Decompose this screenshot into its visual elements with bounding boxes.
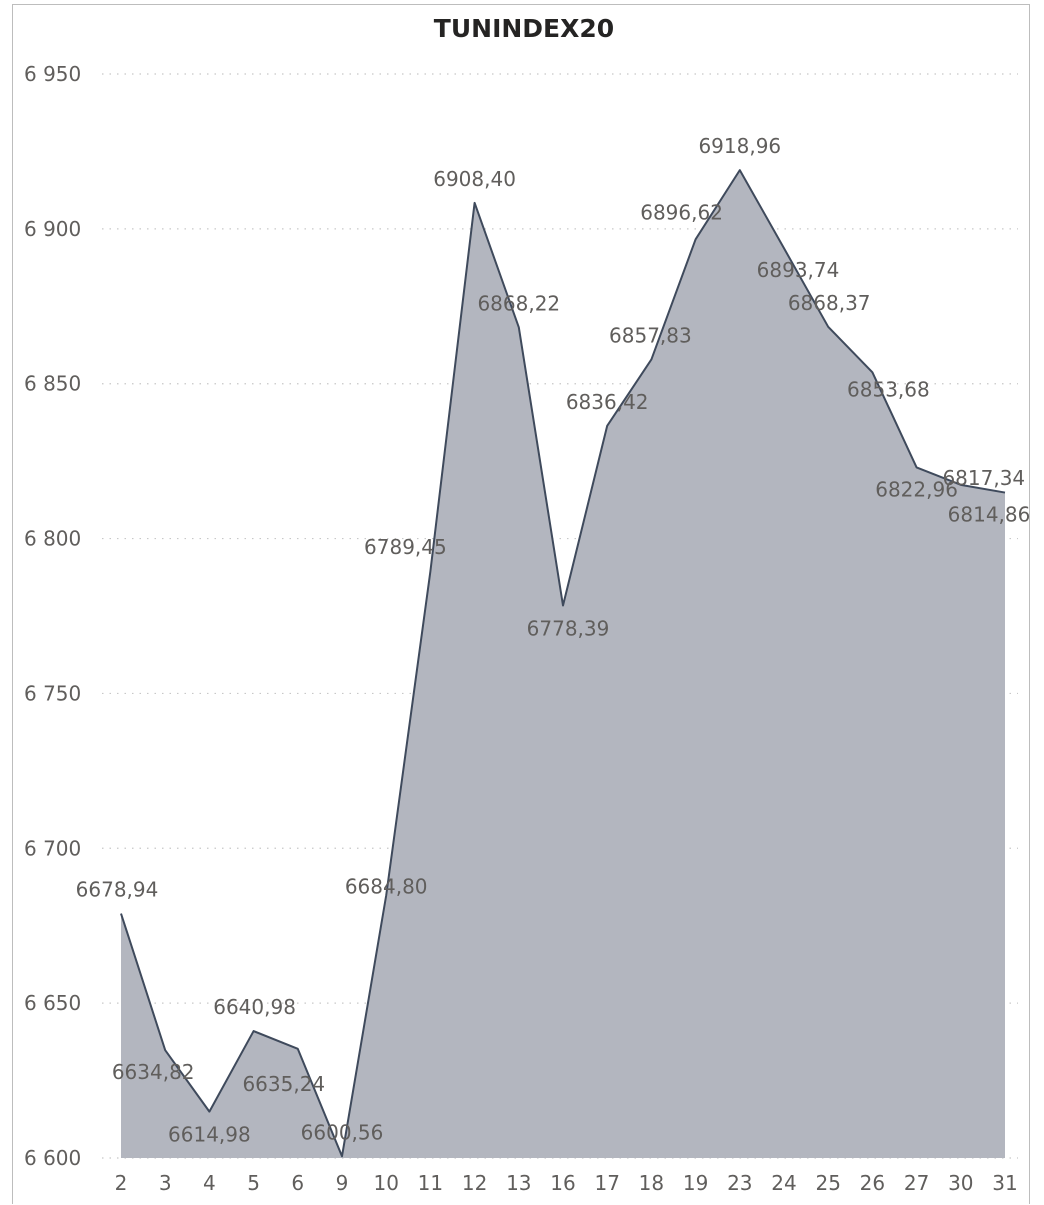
x-tick-label: 13: [506, 1171, 531, 1195]
x-tick-label: 4: [203, 1171, 216, 1195]
data-label: 6600,56: [301, 1120, 384, 1144]
x-tick-label: 25: [815, 1171, 840, 1195]
data-labels: 6678,94 6634,82 6614,98 6640,98 6635,24 6600,…: [76, 134, 1031, 1146]
x-axis: 2 3 4 5 6 9 10 11 12 13 16 17 18 19 23 24 25 26 27 30 31: [115, 1171, 1018, 1195]
data-label: 6857,83: [609, 323, 692, 347]
data-label: 6614,98: [168, 1123, 251, 1147]
x-tick-label: 30: [948, 1171, 973, 1195]
x-tick-label: 23: [727, 1171, 752, 1195]
y-tick-label: 6 700: [24, 836, 81, 860]
y-tick-label: 6 650: [24, 991, 81, 1015]
x-tick-label: 9: [336, 1171, 349, 1195]
data-label: 6634,82: [112, 1060, 195, 1084]
x-tick-label: 31: [992, 1171, 1017, 1195]
y-tick-label: 6 600: [24, 1146, 81, 1170]
data-label: 6896,62: [640, 200, 723, 224]
data-label: 6868,22: [477, 291, 560, 315]
data-label: 6635,24: [242, 1072, 325, 1096]
data-label: 6868,37: [788, 291, 871, 315]
y-tick-label: 6 800: [24, 527, 81, 551]
data-label: 6814,86: [948, 503, 1031, 527]
chart-frame: [12, 4, 1030, 1204]
x-tick-label: 12: [462, 1171, 487, 1195]
data-label: 6778,39: [527, 617, 610, 641]
x-tick-label: 5: [247, 1171, 260, 1195]
data-label: 6836,42: [566, 390, 649, 414]
data-label: 6684,80: [345, 874, 428, 898]
data-label: 6822,96: [875, 477, 958, 501]
y-tick-label: 6 750: [24, 681, 81, 705]
data-label: 6789,45: [364, 535, 447, 559]
data-label: 6853,68: [847, 377, 930, 401]
y-tick-label: 6 950: [24, 62, 81, 86]
y-axis: 6 600 6 650 6 700 6 750 6 800 6 850 6 900 6 950: [24, 62, 81, 1170]
x-tick-label: 3: [159, 1171, 172, 1195]
x-tick-label: 27: [904, 1171, 929, 1195]
data-label: 6918,96: [698, 134, 781, 158]
x-tick-label: 18: [639, 1171, 664, 1195]
x-tick-label: 2: [115, 1171, 128, 1195]
data-label: 6908,40: [433, 167, 516, 191]
x-tick-label: 10: [373, 1171, 398, 1195]
data-label: 6640,98: [213, 995, 296, 1019]
y-tick-label: 6 850: [24, 372, 81, 396]
data-label: 6817,34: [942, 466, 1025, 490]
x-tick-label: 19: [683, 1171, 708, 1195]
x-tick-label: 24: [771, 1171, 796, 1195]
data-label: 6893,74: [757, 258, 840, 282]
series-area: [121, 170, 1005, 1158]
data-label: 6678,94: [76, 878, 159, 902]
x-tick-label: 26: [860, 1171, 885, 1195]
x-tick-label: 11: [418, 1171, 443, 1195]
series-line: [120, 169, 1006, 1158]
x-tick-label: 6: [291, 1171, 304, 1195]
x-tick-label: 17: [594, 1171, 619, 1195]
x-tick-label: 16: [550, 1171, 575, 1195]
y-tick-label: 6 900: [24, 217, 81, 241]
area-layer: [120, 169, 1006, 1158]
chart-title: TUNINDEX20: [434, 14, 614, 43]
